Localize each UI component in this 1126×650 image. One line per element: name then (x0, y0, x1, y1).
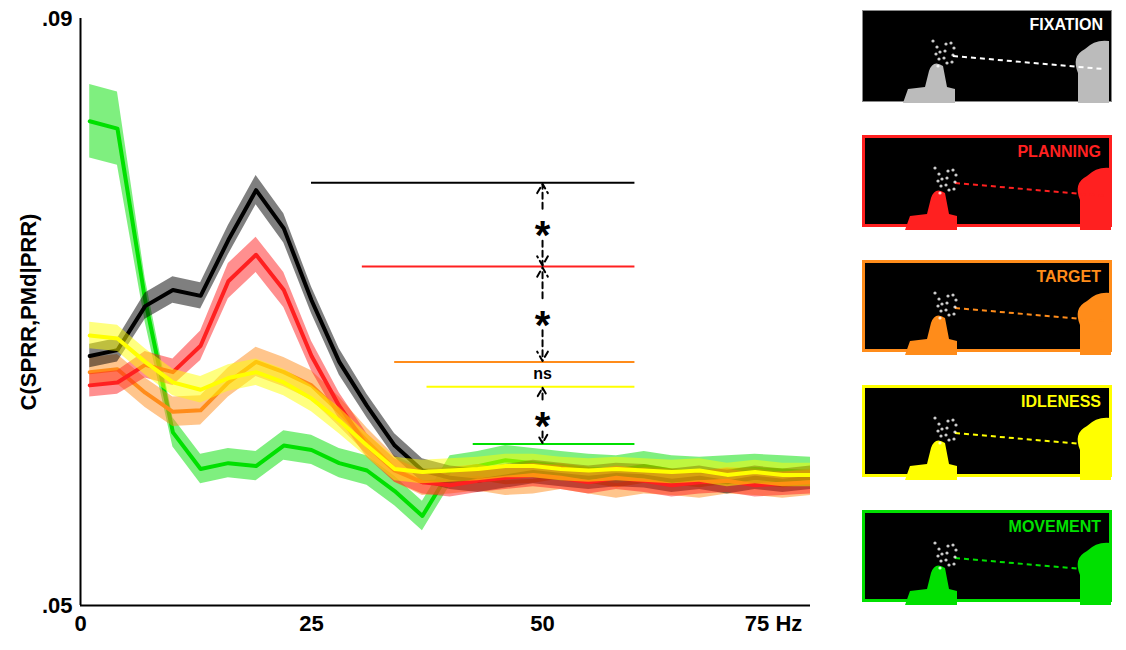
html-text:PLANNING: PLANNING (1017, 143, 1101, 160)
svg-text:.05: .05 (42, 593, 73, 618)
html-text:IDLENESS: IDLENESS (1021, 393, 1101, 410)
svg-text:*: * (535, 303, 551, 347)
html-text:MOVEMENT: MOVEMENT (1008, 518, 1101, 535)
html-text:FIXATION: FIXATION (1029, 16, 1103, 33)
svg-text:50: 50 (530, 611, 554, 636)
svg-text:*: * (535, 213, 551, 257)
html-text:TARGET: TARGET (1036, 268, 1101, 285)
svg-text:0: 0 (74, 611, 86, 636)
svg-text:ns: ns (533, 365, 552, 382)
svg-text:75 Hz: 75 Hz (745, 611, 802, 636)
svg-text:.09: .09 (42, 6, 73, 31)
svg-text:*: * (535, 404, 551, 448)
svg-text:C(SPRR,PMd|PRR): C(SPRR,PMd|PRR) (16, 214, 41, 411)
svg-text:25: 25 (299, 611, 323, 636)
